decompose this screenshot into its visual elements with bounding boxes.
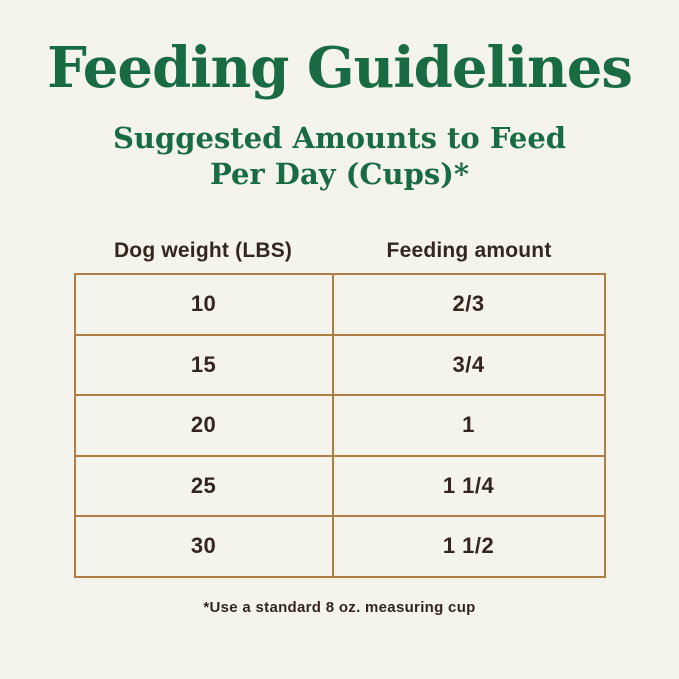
dog-weight-cell: 15 [73,333,334,396]
table-column-headers: Dog weight (LBS) Feeding amount [74,238,606,264]
dog-weight-cell: 10 [73,273,334,336]
column-header-feeding-amount: Feeding amount [386,239,552,262]
measuring-cup-footnote: *Use a standard 8 oz. measuring cup [203,598,476,616]
table-row: 30 1 1/2 [73,515,606,578]
table-row: 15 3/4 [73,333,606,396]
feeding-amount-cell: 1 1/4 [331,454,606,517]
dog-weight-cell: 30 [73,515,334,578]
page-title: Feeding Guidelines [47,35,633,101]
subtitle-line-2: Per Day (Cups)* [209,157,470,191]
table-row: 20 1 [73,394,606,457]
feeding-amount-cell: 1 1/2 [331,515,606,578]
feeding-amount-cell: 1 [331,394,606,457]
table-row: 25 1 1/4 [73,454,606,517]
subtitle-line-1: Suggested Amounts to Feed [112,121,567,155]
feeding-amount-cell: 2/3 [331,273,606,336]
dog-weight-cell: 20 [73,394,334,457]
table-row: 10 2/3 [73,273,606,336]
column-header-dog-weight: Dog weight (LBS) [113,239,293,262]
feeding-table: 10 2/3 15 3/4 20 1 25 1 1/4 30 1 1/2 [73,273,606,578]
feeding-amount-cell: 3/4 [331,333,606,396]
feeding-table-area: Dog weight (LBS) Feeding amount 10 2/3 1… [73,238,606,578]
dog-weight-cell: 25 [73,454,334,517]
page-subtitle: Suggested Amounts to Feed Per Day (Cups)… [0,120,679,192]
